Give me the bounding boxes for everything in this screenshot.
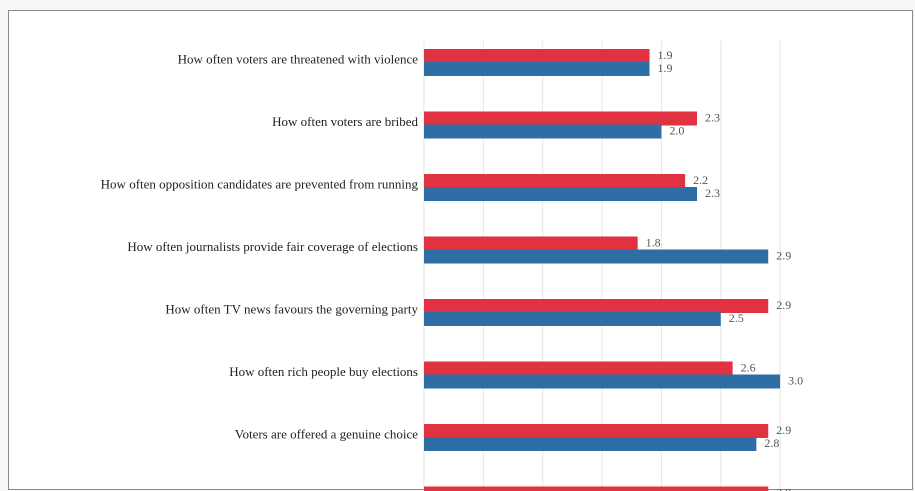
value-label: 2.6 [741, 360, 756, 374]
value-label: 2.3 [705, 186, 720, 200]
category-label: How often rich people buy elections [229, 364, 418, 379]
category-label: How often opposition candidates are prev… [101, 176, 419, 191]
bar-red [424, 49, 650, 63]
bar-red [424, 487, 768, 491]
bar-blue [424, 312, 721, 326]
bar-blue [424, 125, 661, 139]
value-label: 1.9 [658, 48, 673, 62]
bar-red [424, 112, 697, 126]
bar-blue [424, 437, 756, 451]
horizontal-bar-chart: How often voters are threatened with vio… [9, 11, 914, 491]
value-label: 2.0 [669, 123, 684, 137]
category-label: How often journalists provide fair cover… [127, 239, 418, 254]
bar-blue [424, 250, 768, 264]
bar-blue [424, 62, 650, 76]
category-labels: How often voters are threatened with vio… [101, 51, 419, 441]
bar-blue [424, 187, 697, 201]
category-label: How often voters are bribed [272, 114, 418, 129]
value-label: 2.9 [776, 248, 791, 262]
value-label: 1.9 [658, 61, 673, 75]
value-label: 2.5 [729, 311, 744, 325]
bar-red [424, 174, 685, 188]
category-label: Voters are offered a genuine choice [235, 426, 418, 441]
value-label: 1.8 [646, 235, 661, 249]
value-label: 3.0 [788, 373, 803, 387]
gridlines [424, 41, 780, 491]
bar-red [424, 362, 733, 376]
value-label: 2.8 [764, 436, 779, 450]
bar-blue [424, 375, 780, 389]
category-label: How often TV news favours the governing … [165, 301, 418, 316]
value-label: 2.3 [705, 110, 720, 124]
bar-red [424, 424, 768, 438]
value-label: 2.9 [776, 423, 791, 437]
bar-red [424, 299, 768, 313]
value-label: 2.9 [776, 298, 791, 312]
value-label: 2.9 [776, 485, 791, 491]
value-label: 2.2 [693, 173, 708, 187]
chart-frame: How often voters are threatened with vio… [8, 10, 913, 490]
bar-red [424, 237, 638, 251]
category-label: How often voters are threatened with vio… [178, 51, 419, 66]
